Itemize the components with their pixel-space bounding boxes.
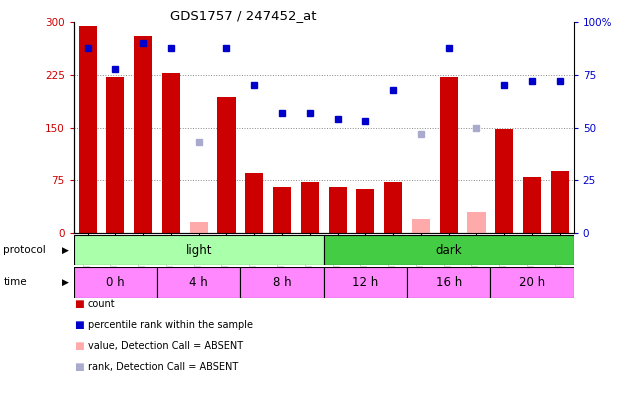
Bar: [440, 77, 458, 233]
Bar: [134, 36, 152, 233]
Bar: [412, 219, 430, 233]
Text: dark: dark: [435, 243, 462, 257]
Bar: [324, 235, 574, 265]
Bar: [162, 73, 180, 233]
Bar: [246, 173, 263, 233]
Bar: [157, 267, 240, 298]
Bar: [329, 187, 347, 233]
Text: 16 h: 16 h: [436, 276, 462, 289]
Text: ■: ■: [74, 341, 83, 351]
Text: ■: ■: [74, 299, 83, 309]
Text: ■: ■: [74, 320, 83, 330]
Text: light: light: [185, 243, 212, 257]
Bar: [190, 222, 208, 233]
Text: ■: ■: [74, 362, 83, 372]
Text: GDS1757 / 247452_at: GDS1757 / 247452_at: [171, 9, 317, 22]
Bar: [467, 212, 485, 233]
Text: time: time: [3, 277, 27, 288]
Bar: [217, 97, 235, 233]
Bar: [356, 190, 374, 233]
Bar: [106, 77, 124, 233]
Text: ▶: ▶: [62, 245, 69, 255]
Text: 8 h: 8 h: [272, 276, 292, 289]
Text: rank, Detection Call = ABSENT: rank, Detection Call = ABSENT: [88, 362, 238, 372]
Bar: [551, 171, 569, 233]
Bar: [79, 26, 97, 233]
Bar: [240, 267, 324, 298]
Text: 12 h: 12 h: [353, 276, 378, 289]
Bar: [407, 267, 490, 298]
Text: 4 h: 4 h: [189, 276, 208, 289]
Bar: [384, 182, 402, 233]
Bar: [273, 187, 291, 233]
Bar: [523, 177, 541, 233]
Text: count: count: [88, 299, 115, 309]
Text: value, Detection Call = ABSENT: value, Detection Call = ABSENT: [88, 341, 243, 351]
Bar: [495, 129, 513, 233]
Text: percentile rank within the sample: percentile rank within the sample: [88, 320, 253, 330]
Bar: [324, 267, 407, 298]
Bar: [490, 267, 574, 298]
Bar: [74, 235, 324, 265]
Text: 20 h: 20 h: [519, 276, 545, 289]
Text: ▶: ▶: [62, 278, 69, 287]
Bar: [301, 182, 319, 233]
Text: 0 h: 0 h: [106, 276, 125, 289]
Bar: [74, 267, 157, 298]
Text: protocol: protocol: [3, 245, 46, 255]
